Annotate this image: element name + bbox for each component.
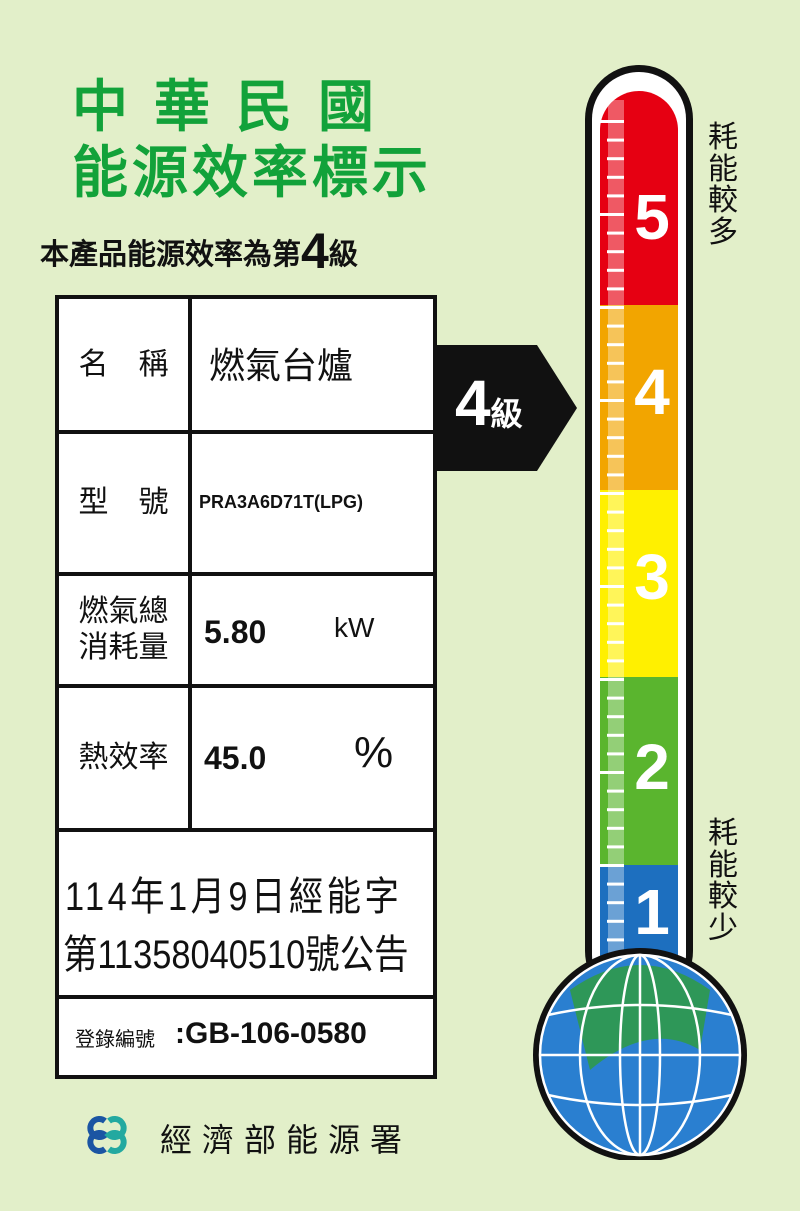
scale-tick	[607, 268, 624, 272]
scale-tick	[607, 361, 624, 365]
row-announcement: 114年1月9日經能字 第11358040510號公告	[59, 832, 433, 999]
level-2-label: 2	[634, 731, 670, 803]
grade-indicator-arrow	[437, 345, 577, 471]
less-energy-text: 耗能較少	[708, 816, 738, 946]
scale-tick	[607, 380, 624, 384]
scale-tick	[607, 938, 624, 942]
scale-tick	[607, 622, 624, 626]
scale-tick	[607, 231, 624, 235]
level-4-label: 4	[634, 356, 670, 428]
scale-tick	[607, 547, 624, 551]
scale-tick	[607, 640, 624, 644]
scale-tick	[600, 771, 624, 774]
level-5-label: 5	[634, 181, 670, 253]
scale-tick	[607, 138, 624, 142]
title-line1: 中華民國	[72, 75, 400, 140]
row-efficiency: 熱效率 45.0 %	[59, 688, 433, 832]
scale-tick	[607, 157, 624, 161]
level-4-segment	[600, 305, 678, 490]
scale-tick	[607, 919, 624, 923]
scale-tick	[607, 789, 624, 793]
agency-name: 經濟部能源署	[160, 1121, 413, 1159]
scale-tick	[607, 175, 624, 179]
scale-tick	[607, 566, 624, 570]
row-consumption: 燃氣總 消耗量 5.80 kW	[59, 576, 433, 688]
level-3-label: 3	[634, 541, 670, 613]
scale-tick	[600, 864, 624, 867]
scale-tick	[607, 510, 624, 514]
title-line2: 能源效率標示	[72, 141, 432, 206]
row-name: 名 稱 燃氣台爐	[59, 299, 433, 434]
scale-tick	[607, 324, 624, 328]
info-table: 名 稱 燃氣台爐 型 號 PRA3A6D71T(LPG) 燃氣總 消耗量 5.8…	[55, 295, 437, 1079]
scale-tick	[607, 250, 624, 254]
level-3-segment	[600, 490, 678, 677]
scale-tick	[600, 120, 624, 123]
row-model: 型 號 PRA3A6D71T(LPG)	[59, 434, 433, 576]
scale-tick	[607, 343, 624, 347]
scale-tick	[607, 417, 624, 421]
scale-tick	[600, 399, 624, 402]
scale-tick	[600, 306, 624, 309]
scale-tick	[607, 454, 624, 458]
scale-tick	[607, 603, 624, 607]
scale-tick	[600, 492, 624, 495]
thermometer-scale	[533, 65, 747, 1160]
scale-tick	[607, 659, 624, 663]
scale-tick	[607, 529, 624, 533]
scale-tick	[607, 733, 624, 737]
scale-tick	[607, 436, 624, 440]
scale-tick	[607, 473, 624, 477]
scale-tick	[607, 901, 624, 905]
grade-sentence: 本產品能源效率為第4級	[40, 223, 358, 279]
level-1-label: 1	[634, 876, 670, 948]
scale-tick	[607, 287, 624, 291]
scale-tick	[607, 696, 624, 700]
scale-tick	[607, 194, 624, 198]
scale-tick	[607, 752, 624, 756]
scale-tick	[607, 882, 624, 886]
scale-tick	[600, 585, 624, 588]
scale-tick	[607, 826, 624, 830]
grade-indicator-label: 4級	[455, 367, 523, 439]
more-energy-text: 耗能較多	[708, 120, 738, 250]
scale-tick	[607, 808, 624, 812]
row-registration: 登錄編號 :GB-106-0580	[75, 1017, 367, 1051]
scale-tick	[600, 678, 624, 681]
scale-tick	[600, 213, 624, 216]
scale-tick	[607, 845, 624, 849]
scale-tick	[607, 715, 624, 719]
agency-logo-icon	[87, 1116, 127, 1154]
